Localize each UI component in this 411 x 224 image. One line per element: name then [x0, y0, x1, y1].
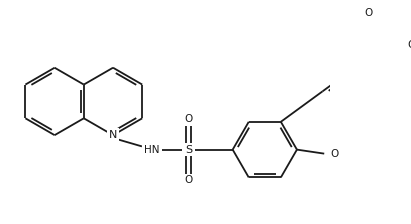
Text: S: S: [185, 145, 192, 155]
Text: O: O: [185, 175, 193, 185]
Text: O: O: [185, 114, 193, 124]
Text: N: N: [109, 130, 117, 140]
Text: O: O: [364, 8, 372, 18]
Text: O: O: [331, 149, 339, 159]
Text: O: O: [407, 40, 411, 50]
Text: HN: HN: [144, 145, 159, 155]
